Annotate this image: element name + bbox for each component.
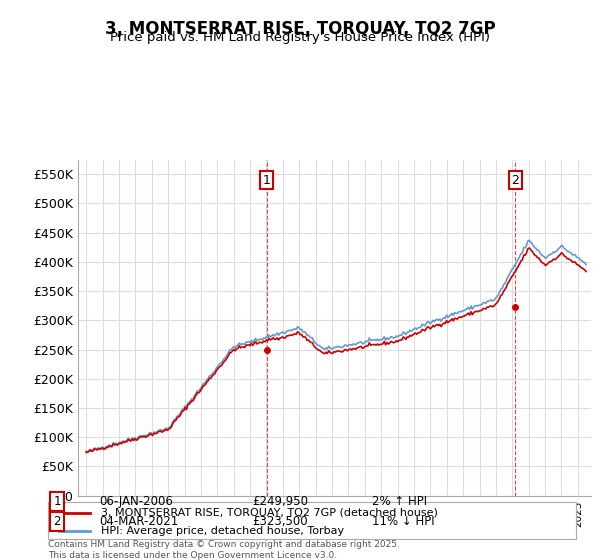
Text: 2: 2 — [511, 174, 519, 186]
Text: 04-MAR-2021: 04-MAR-2021 — [99, 515, 178, 529]
Text: 3, MONTSERRAT RISE, TORQUAY, TQ2 7GP (detached house): 3, MONTSERRAT RISE, TORQUAY, TQ2 7GP (de… — [101, 507, 437, 517]
Text: £323,500: £323,500 — [252, 515, 308, 529]
Text: 1: 1 — [53, 494, 61, 508]
Text: Contains HM Land Registry data © Crown copyright and database right 2025.
This d: Contains HM Land Registry data © Crown c… — [48, 540, 400, 559]
Text: Price paid vs. HM Land Registry's House Price Index (HPI): Price paid vs. HM Land Registry's House … — [110, 31, 490, 44]
Text: 3, MONTSERRAT RISE, TORQUAY, TQ2 7GP: 3, MONTSERRAT RISE, TORQUAY, TQ2 7GP — [104, 20, 496, 38]
Text: 1: 1 — [263, 174, 271, 186]
Text: 06-JAN-2006: 06-JAN-2006 — [99, 494, 173, 508]
Text: 11% ↓ HPI: 11% ↓ HPI — [372, 515, 434, 529]
Text: 2% ↑ HPI: 2% ↑ HPI — [372, 494, 427, 508]
Text: £249,950: £249,950 — [252, 494, 308, 508]
Text: 2: 2 — [53, 515, 61, 529]
Text: HPI: Average price, detached house, Torbay: HPI: Average price, detached house, Torb… — [101, 526, 344, 536]
